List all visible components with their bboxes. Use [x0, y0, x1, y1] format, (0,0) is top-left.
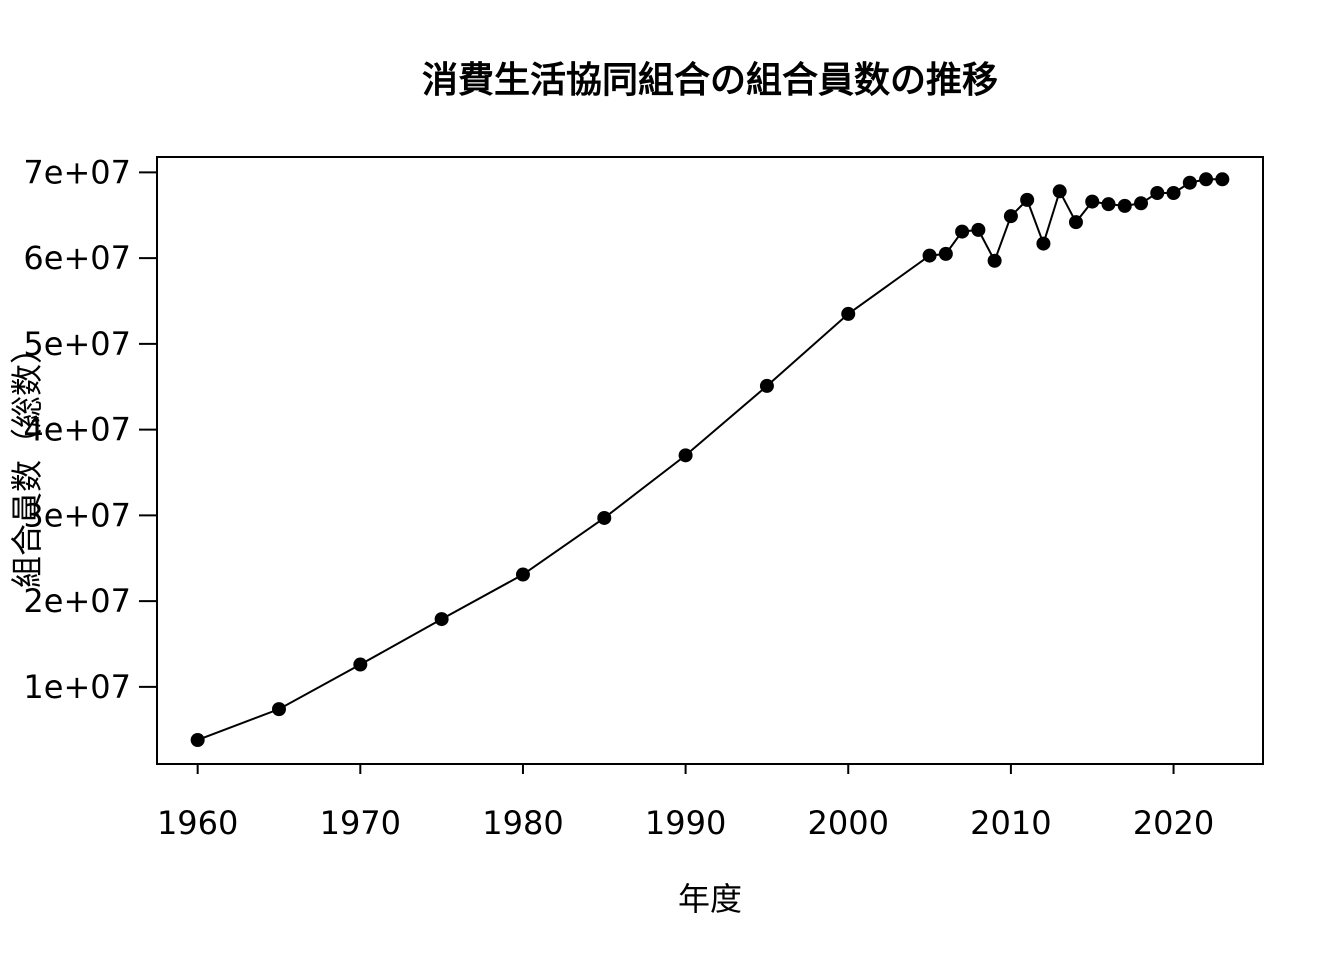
x-tick-label-0: 1960 — [157, 804, 238, 842]
y-tick-label-2: 3e+07 — [23, 496, 131, 534]
data-point-22 — [1134, 196, 1149, 211]
x-tick-label-6: 2020 — [1133, 804, 1214, 842]
series-line — [197, 178, 1223, 741]
y-tick-label-4: 5e+07 — [23, 325, 131, 363]
y-tick-label-5: 6e+07 — [23, 239, 131, 277]
x-axis-label: 年度 — [678, 880, 742, 918]
data-point-10 — [938, 246, 953, 261]
data-point-14 — [1003, 209, 1018, 224]
data-point-2 — [353, 657, 368, 672]
data-point-13 — [987, 253, 1002, 268]
chart-title: 消費生活協同組合の組合員数の推移 — [422, 60, 998, 101]
x-tick-label-3: 1990 — [645, 804, 726, 842]
plot-frame — [156, 156, 1264, 765]
data-point-20 — [1101, 197, 1116, 212]
y-tick-label-0: 1e+07 — [23, 668, 131, 706]
y-tick-label-3: 4e+07 — [23, 411, 131, 449]
series-layer — [190, 172, 1230, 747]
data-point-19 — [1085, 194, 1100, 209]
y-tick-label-1: 2e+07 — [23, 582, 131, 620]
data-point-0 — [190, 732, 205, 747]
data-point-24 — [1166, 186, 1181, 201]
data-point-25 — [1182, 175, 1197, 190]
data-point-5 — [597, 510, 612, 525]
y-axis-label: 組合員数（総数） — [8, 332, 46, 588]
data-point-4 — [515, 567, 530, 582]
x-tick-label-5: 2010 — [970, 804, 1051, 842]
data-point-15 — [1020, 192, 1035, 207]
data-point-12 — [971, 222, 986, 237]
data-point-11 — [955, 224, 970, 239]
x-tick-label-1: 1970 — [320, 804, 401, 842]
data-point-7 — [759, 378, 774, 393]
data-points — [190, 172, 1230, 747]
data-point-23 — [1150, 186, 1165, 201]
y-axis: 1e+07 2e+07 3e+07 4e+07 5e+07 6e+07 7e+07 — [23, 153, 157, 706]
data-point-26 — [1199, 172, 1214, 187]
x-axis: 1960 1970 1980 1990 2000 2010 2020 — [157, 764, 1214, 842]
data-point-17 — [1052, 184, 1067, 199]
x-tick-label-4: 2000 — [808, 804, 889, 842]
data-point-21 — [1117, 198, 1132, 213]
data-point-1 — [271, 702, 286, 717]
data-point-8 — [841, 306, 856, 321]
data-point-6 — [678, 448, 693, 463]
data-point-9 — [922, 248, 937, 263]
y-tick-label-6: 7e+07 — [23, 153, 131, 191]
data-point-16 — [1036, 236, 1051, 251]
data-point-18 — [1068, 215, 1083, 230]
data-point-27 — [1215, 172, 1230, 187]
x-tick-label-2: 1980 — [482, 804, 563, 842]
data-point-3 — [434, 612, 449, 627]
